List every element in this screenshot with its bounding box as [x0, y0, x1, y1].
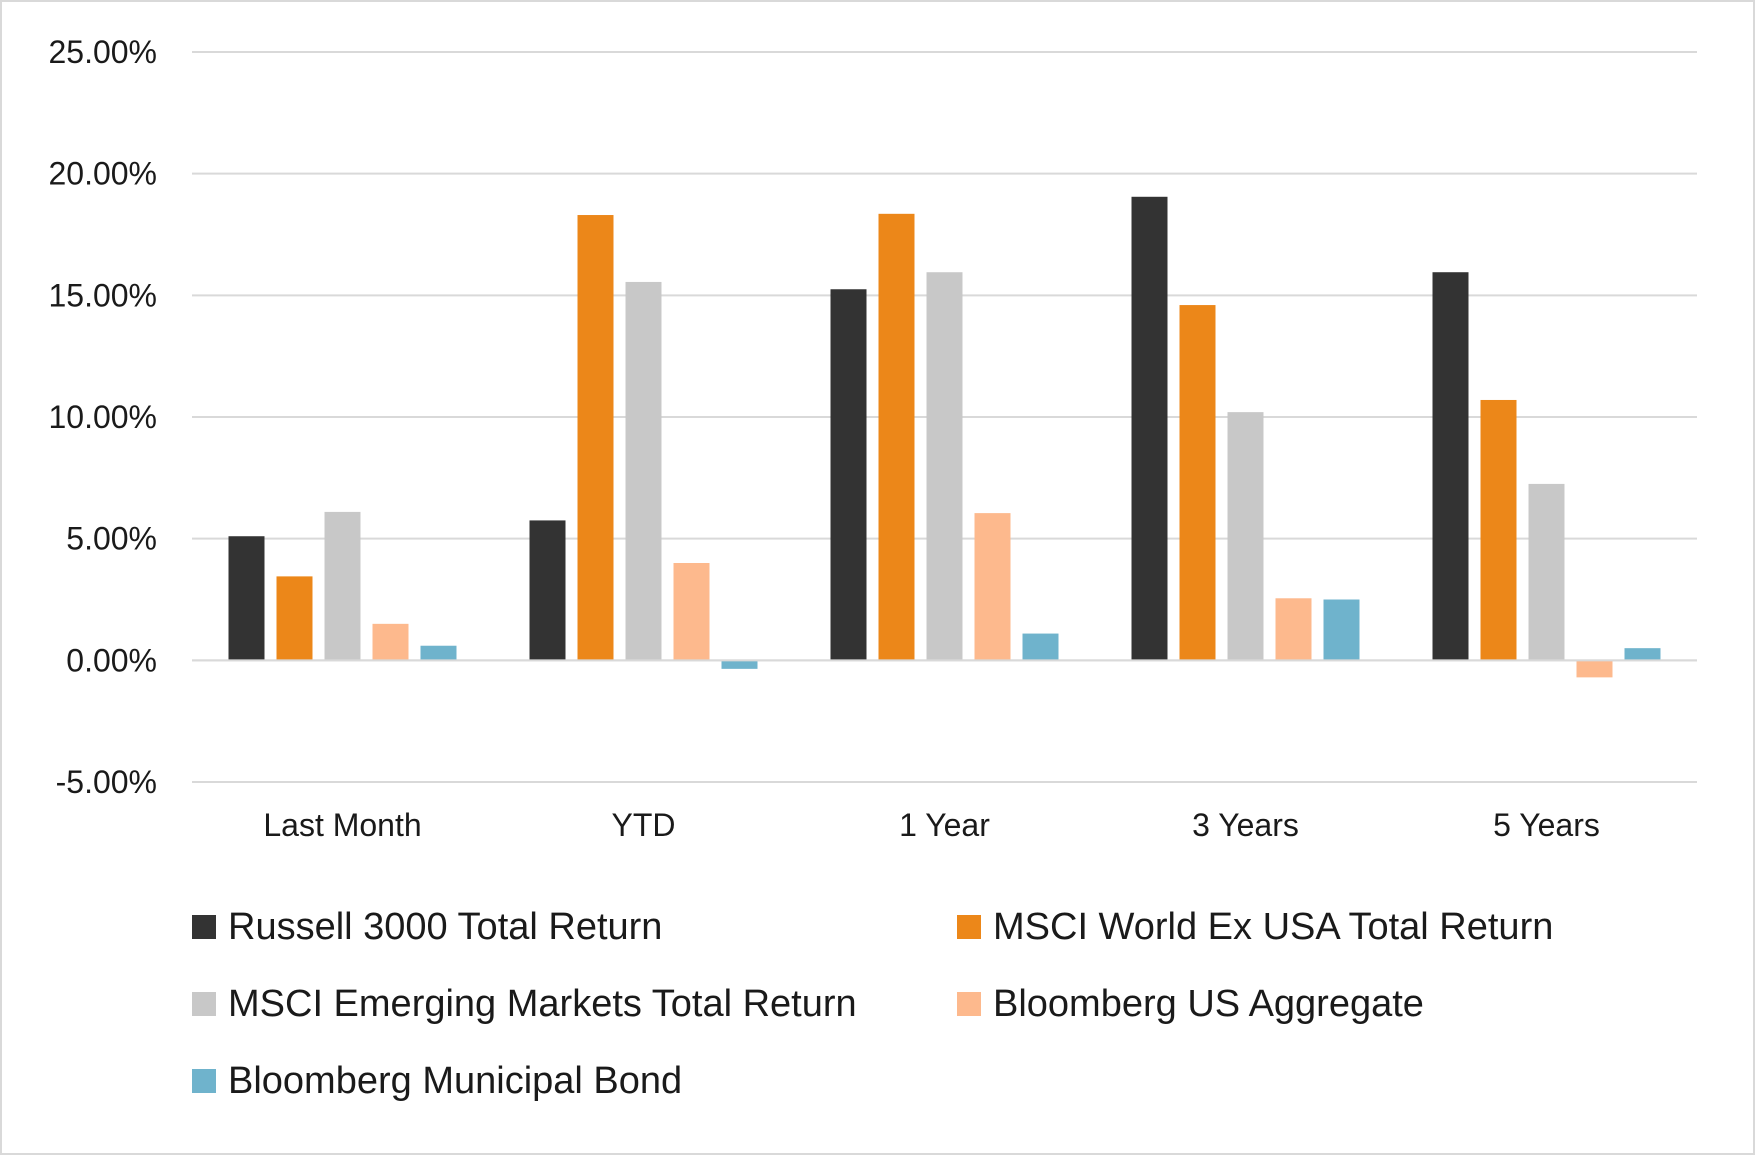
bar — [1323, 599, 1360, 661]
x-category-label: YTD — [612, 807, 676, 843]
bar — [1576, 660, 1613, 678]
y-tick-label: -5.00% — [56, 764, 157, 800]
bar — [1131, 196, 1168, 661]
bar — [324, 511, 361, 661]
bar — [228, 536, 265, 661]
legend-item: Bloomberg US Aggregate — [957, 979, 1424, 1029]
bar — [878, 213, 915, 661]
bar — [1275, 598, 1312, 661]
legend-label: Bloomberg US Aggregate — [993, 982, 1424, 1025]
legend-label: MSCI Emerging Markets Total Return — [228, 982, 857, 1025]
bar — [1480, 399, 1517, 661]
bar — [420, 645, 457, 661]
bar — [577, 215, 614, 661]
y-tick-label: 5.00% — [66, 521, 157, 557]
legend-item: Russell 3000 Total Return — [192, 902, 662, 952]
y-tick-label: 20.00% — [48, 156, 157, 192]
y-tick-label: 10.00% — [48, 399, 157, 435]
y-tick-label: 25.00% — [48, 34, 157, 70]
x-category-label: 5 Years — [1493, 807, 1600, 843]
legend-label: MSCI World Ex USA Total Return — [993, 905, 1554, 948]
legend-item: MSCI World Ex USA Total Return — [957, 902, 1553, 952]
legend-swatch — [192, 992, 216, 1016]
bar — [625, 281, 662, 661]
bar — [1528, 483, 1565, 661]
bar — [529, 520, 566, 661]
x-axis-category-labels: Last Month YTD 1 Year 3 Years 5 Years — [263, 807, 1600, 843]
legend-label: Russell 3000 Total Return — [228, 905, 663, 948]
bar — [926, 272, 963, 661]
bars — [228, 196, 1661, 678]
bar — [276, 576, 313, 661]
bar — [1227, 412, 1264, 661]
bar — [830, 289, 867, 661]
legend-swatch — [957, 992, 981, 1016]
bar — [974, 513, 1011, 661]
bar — [673, 563, 710, 661]
bar — [1179, 305, 1216, 661]
y-tick-label: 15.00% — [48, 277, 157, 313]
legend-swatch — [192, 1069, 216, 1093]
legend-swatch — [192, 915, 216, 939]
y-axis-tick-labels: 25.00% 20.00% 15.00% 10.00% 5.00% 0.00% -5.00% — [48, 34, 157, 800]
y-tick-label: 0.00% — [66, 642, 157, 678]
legend-label: Bloomberg Municipal Bond — [228, 1059, 683, 1102]
bar — [1624, 648, 1661, 661]
bar — [1432, 272, 1469, 661]
bar — [372, 623, 409, 661]
bar — [1022, 633, 1059, 661]
x-category-label: 1 Year — [899, 807, 990, 843]
legend-swatch — [957, 915, 981, 939]
x-category-label: 3 Years — [1192, 807, 1299, 843]
legend-item: Bloomberg Municipal Bond — [192, 1056, 682, 1106]
legend-item: MSCI Emerging Markets Total Return — [192, 979, 857, 1029]
x-category-label: Last Month — [263, 807, 421, 843]
bar — [721, 660, 758, 669]
